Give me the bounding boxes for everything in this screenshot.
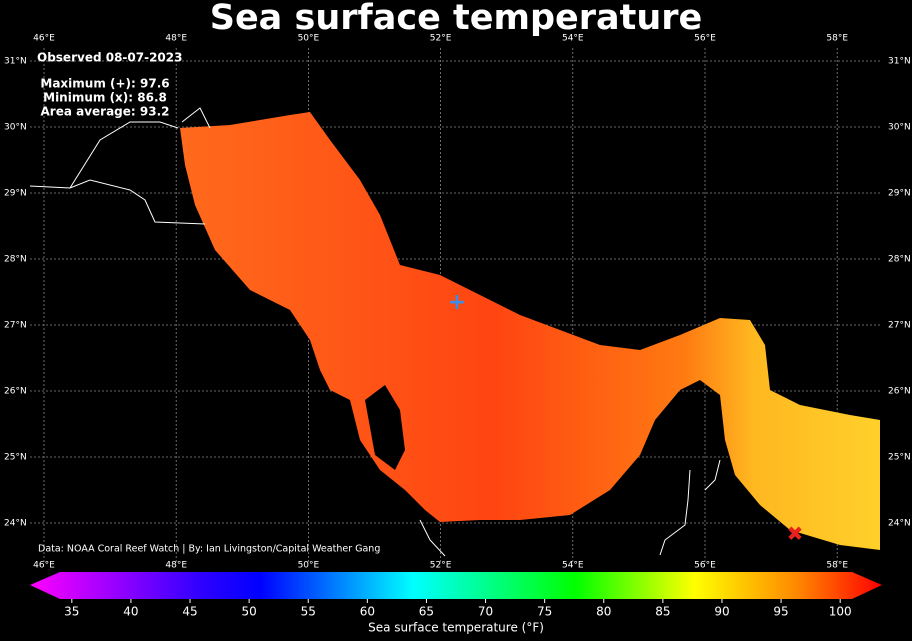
colorbar-tick-label: 85 xyxy=(655,605,670,619)
colorbar-tick-label: 40 xyxy=(123,605,138,619)
colorbar-tick-label: 90 xyxy=(714,605,729,619)
colorbar-tick-label: 55 xyxy=(301,605,316,619)
minimum: Minimum (x): 86.8 xyxy=(43,91,167,105)
lon-label: 52°E xyxy=(430,561,452,571)
lon-label: 54°E xyxy=(562,561,584,571)
lon-label: 58°E xyxy=(826,561,848,571)
lat-label: 28°N xyxy=(4,255,27,265)
colorbar-tick-label: 70 xyxy=(478,605,493,619)
lat-label: 29°N xyxy=(4,189,27,199)
lat-label: 30°N xyxy=(888,123,911,133)
colorbar-tick-label: 80 xyxy=(596,605,611,619)
colorbar-tick-label: 50 xyxy=(241,605,256,619)
lat-label: 26°N xyxy=(4,387,27,397)
min-marker: ✖ xyxy=(787,522,804,546)
colorbar-tick-label: 60 xyxy=(360,605,375,619)
lon-label: 56°E xyxy=(694,561,716,571)
colorbar-tick-label: 35 xyxy=(64,605,79,619)
lat-label: 30°N xyxy=(4,123,27,133)
lat-label: 24°N xyxy=(888,519,911,529)
colorbar-tick-label: 100 xyxy=(829,605,852,619)
lat-label: 31°N xyxy=(4,57,27,67)
observed-date: Observed 08-07-2023 xyxy=(37,51,182,65)
lat-label: 27°N xyxy=(888,321,911,331)
colorbar-tick-label: 45 xyxy=(182,605,197,619)
lat-label: 31°N xyxy=(888,57,911,67)
lon-label: 52°E xyxy=(430,34,452,44)
sea-area xyxy=(180,112,880,550)
maximum: Maximum (+): 97.6 xyxy=(40,77,169,91)
lat-label: 24°N xyxy=(4,519,27,529)
lat-label: 25°N xyxy=(4,453,27,463)
lat-label: 25°N xyxy=(888,453,911,463)
colorbar-label: Sea surface temperature (°F) xyxy=(368,621,544,635)
area-average: Area average: 93.2 xyxy=(40,105,169,119)
colorbar-tick-label: 65 xyxy=(419,605,434,619)
colorbar xyxy=(30,572,882,599)
lon-label: 58°E xyxy=(826,34,848,44)
lon-label: 54°E xyxy=(562,34,584,44)
lon-label: 50°E xyxy=(298,561,320,571)
lat-label: 28°N xyxy=(888,255,911,265)
colorbar-tick-label: 95 xyxy=(773,605,788,619)
colorbar-tick-label: 75 xyxy=(537,605,552,619)
land-island xyxy=(365,385,405,470)
lon-label: 48°E xyxy=(165,561,187,571)
lat-label: 29°N xyxy=(888,189,911,199)
credit: Data: NOAA Coral Reef Watch | By: Ian Li… xyxy=(38,544,380,555)
lon-label: 48°E xyxy=(165,34,187,44)
max-marker: + xyxy=(448,290,466,315)
lon-label: 50°E xyxy=(298,34,320,44)
lon-label: 56°E xyxy=(694,34,716,44)
lat-label: 27°N xyxy=(4,321,27,331)
lon-label: 46°E xyxy=(33,34,55,44)
borders xyxy=(29,107,721,557)
title: Sea surface temperature xyxy=(210,0,703,38)
lat-label: 26°N xyxy=(888,387,911,397)
lon-label: 46°E xyxy=(33,561,55,571)
